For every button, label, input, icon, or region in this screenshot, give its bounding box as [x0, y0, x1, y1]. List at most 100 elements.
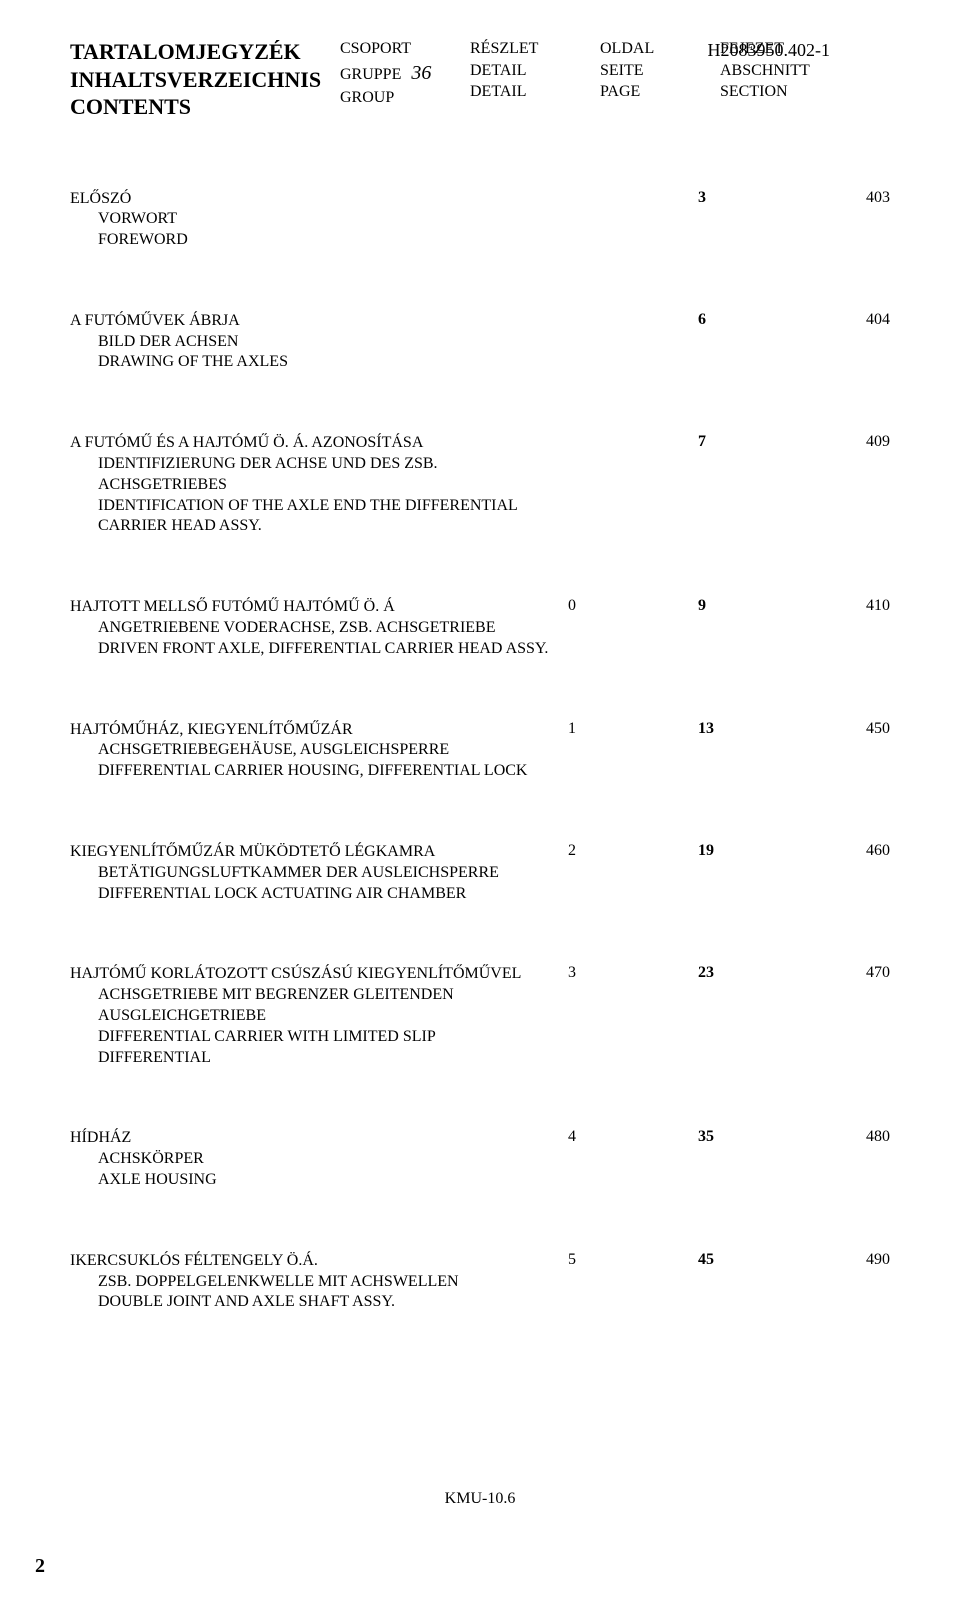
entry-values: 323470	[550, 964, 890, 982]
entry-values: 09410	[550, 597, 890, 615]
toc-entry: HAJTOTT MELLSŐ FUTÓMŰ HAJTÓMŰ Ö. ÁANGETR…	[70, 597, 890, 659]
toc-entry: ELŐSZÓVORWORTFOREWORD3403	[70, 189, 890, 251]
entry-page: 6	[680, 311, 800, 329]
toc-entry: HAJTÓMŰHÁZ, KIEGYENLÍTŐMŰZÁRACHSGETRIEBE…	[70, 720, 890, 782]
entry-page: 7	[680, 433, 800, 451]
entry-line: ACHSGETRIEBE MIT BEGRENZER GLEITENDEN AU…	[70, 985, 550, 1027]
entry-texts: A FUTÓMŰVEK ÁBRJABILD DER ACHSENDRAWING …	[70, 311, 550, 373]
group-de: GRUPPE	[340, 66, 401, 83]
entry-texts: HAJTÓMŰHÁZ, KIEGYENLÍTŐMŰZÁRACHSGETRIEBE…	[70, 720, 550, 782]
toc-entry: HÍDHÁZACHSKÖRPERAXLE HOUSING435480	[70, 1128, 890, 1190]
entry-texts: A FUTÓMŰ ÉS A HAJTÓMŰ Ö. Á. AZONOSÍTÁSAI…	[70, 433, 550, 537]
entry-section: 490	[800, 1251, 890, 1269]
entry-detail: 1	[550, 720, 680, 738]
entry-line: BILD DER ACHSEN	[70, 332, 550, 353]
entry-section: 460	[800, 842, 890, 860]
entry-page: 9	[680, 597, 800, 615]
detail-de: DETAIL	[470, 60, 600, 82]
entry-line: IKERCSUKLÓS FÉLTENGELY Ö.Á.	[70, 1251, 550, 1272]
entry-section: 409	[800, 433, 890, 451]
entry-line: AXLE HOUSING	[70, 1170, 550, 1191]
entry-line: HAJTOTT MELLSŐ FUTÓMŰ HAJTÓMŰ Ö. Á	[70, 597, 550, 618]
entry-texts: ELŐSZÓVORWORTFOREWORD	[70, 189, 550, 251]
entry-line: HAJTÓMŰHÁZ, KIEGYENLÍTŐMŰZÁR	[70, 720, 550, 741]
col-header-detail: RÉSZLET DETAIL DETAIL	[470, 38, 600, 103]
entry-detail: 4	[550, 1128, 680, 1146]
entry-detail: 3	[550, 964, 680, 982]
section-de: ABSCHNITT	[720, 60, 860, 82]
entry-line: CARRIER HEAD ASSY.	[70, 516, 550, 537]
page-de: SEITE	[600, 60, 720, 82]
entry-detail	[550, 189, 680, 207]
entry-values: 6404	[550, 311, 890, 329]
group-en: GROUP	[340, 87, 470, 109]
entry-line: IDENTIFICATION OF THE AXLE END THE DIFFE…	[70, 496, 550, 517]
entry-values: 3403	[550, 189, 890, 207]
entry-page: 3	[680, 189, 800, 207]
entry-line: BETÄTIGUNGSLUFTKAMMER DER AUSLEICHSPERRE	[70, 863, 550, 884]
section-en: SECTION	[720, 81, 860, 103]
entry-line: A FUTÓMŰVEK ÁBRJA	[70, 311, 550, 332]
entry-line: FOREWORD	[70, 230, 550, 251]
entry-line: DOUBLE JOINT AND AXLE SHAFT ASSY.	[70, 1292, 550, 1313]
entry-detail: 0	[550, 597, 680, 615]
toc-entry: HAJTÓMŰ KORLÁTOZOTT CSÚSZÁSÚ KIEGYENLÍTŐ…	[70, 964, 890, 1068]
entry-values: 113450	[550, 720, 890, 738]
entry-texts: HAJTOTT MELLSŐ FUTÓMŰ HAJTÓMŰ Ö. ÁANGETR…	[70, 597, 550, 659]
entry-page: 45	[680, 1251, 800, 1269]
group-number: 36	[411, 60, 431, 87]
entry-line: ELŐSZÓ	[70, 189, 550, 210]
col-header-page: OLDAL SEITE PAGE	[600, 38, 720, 103]
entry-page: 19	[680, 842, 800, 860]
detail-en: DETAIL	[470, 81, 600, 103]
title-en: CONTENTS	[70, 93, 340, 121]
entry-page: 13	[680, 720, 800, 738]
title-de: INHALTSVERZEICHNIS	[70, 66, 340, 94]
entry-page: 23	[680, 964, 800, 982]
entry-detail	[550, 433, 680, 451]
entry-line: DIFFERENTIAL CARRIER HOUSING, DIFFERENTI…	[70, 761, 550, 782]
entry-line: A FUTÓMŰ ÉS A HAJTÓMŰ Ö. Á. AZONOSÍTÁSA	[70, 433, 550, 454]
page-en: PAGE	[600, 81, 720, 103]
entry-values: 219460	[550, 842, 890, 860]
entry-line: ACHSGETRIEBEGEHÄUSE, AUSGLEICHSPERRE	[70, 740, 550, 761]
entry-line: DRAWING OF THE AXLES	[70, 352, 550, 373]
entry-line: ANGETRIEBENE VODERACHSE, ZSB. ACHSGETRIE…	[70, 618, 550, 639]
detail-hu: RÉSZLET	[470, 38, 600, 60]
title-hu: TARTALOMJEGYZÉK	[70, 38, 340, 66]
entry-texts: IKERCSUKLÓS FÉLTENGELY Ö.Á.ZSB. DOPPELGE…	[70, 1251, 550, 1313]
entry-line: IDENTIFIZIERUNG DER ACHSE UND DES ZSB. A…	[70, 454, 550, 496]
entry-line: DRIVEN FRONT AXLE, DIFFERENTIAL CARRIER …	[70, 639, 550, 660]
entry-page: 35	[680, 1128, 800, 1146]
footer-code: KMU-10.6	[445, 1490, 516, 1508]
group-hu: CSOPORT	[340, 38, 470, 60]
entry-detail: 2	[550, 842, 680, 860]
page-hu: OLDAL	[600, 38, 720, 60]
entry-line: DIFFERENTIAL LOCK ACTUATING AIR CHAMBER	[70, 884, 550, 905]
entry-line: HÍDHÁZ	[70, 1128, 550, 1149]
toc-entry: A FUTÓMŰ ÉS A HAJTÓMŰ Ö. Á. AZONOSÍTÁSAI…	[70, 433, 890, 537]
entry-line: HAJTÓMŰ KORLÁTOZOTT CSÚSZÁSÚ KIEGYENLÍTŐ…	[70, 964, 550, 985]
entry-section: 403	[800, 189, 890, 207]
entry-values: 545490	[550, 1251, 890, 1269]
document-code: H2083950.402-1	[708, 40, 831, 61]
entry-section: 450	[800, 720, 890, 738]
entry-section: 410	[800, 597, 890, 615]
entry-texts: HAJTÓMŰ KORLÁTOZOTT CSÚSZÁSÚ KIEGYENLÍTŐ…	[70, 964, 550, 1068]
entry-texts: HÍDHÁZACHSKÖRPERAXLE HOUSING	[70, 1128, 550, 1190]
toc-entries: ELŐSZÓVORWORTFOREWORD3403A FUTÓMŰVEK ÁBR…	[70, 189, 890, 1314]
entry-line: VORWORT	[70, 209, 550, 230]
col-header-group: CSOPORT GRUPPE 36 GROUP	[340, 38, 470, 108]
entry-line: ACHSKÖRPER	[70, 1149, 550, 1170]
entry-values: 435480	[550, 1128, 890, 1146]
entry-section: 480	[800, 1128, 890, 1146]
entry-section: 404	[800, 311, 890, 329]
entry-line: ZSB. DOPPELGELENKWELLE MIT ACHSWELLEN	[70, 1272, 550, 1293]
entry-texts: KIEGYENLÍTŐMŰZÁR MÜKÖDTETŐ LÉGKAMRABETÄT…	[70, 842, 550, 904]
page-number: 2	[35, 1555, 45, 1578]
entry-section: 470	[800, 964, 890, 982]
entry-detail: 5	[550, 1251, 680, 1269]
toc-entry: IKERCSUKLÓS FÉLTENGELY Ö.Á.ZSB. DOPPELGE…	[70, 1251, 890, 1313]
entry-line: DIFFERENTIAL CARRIER WITH LIMITED SLIP D…	[70, 1027, 550, 1069]
entry-detail	[550, 311, 680, 329]
